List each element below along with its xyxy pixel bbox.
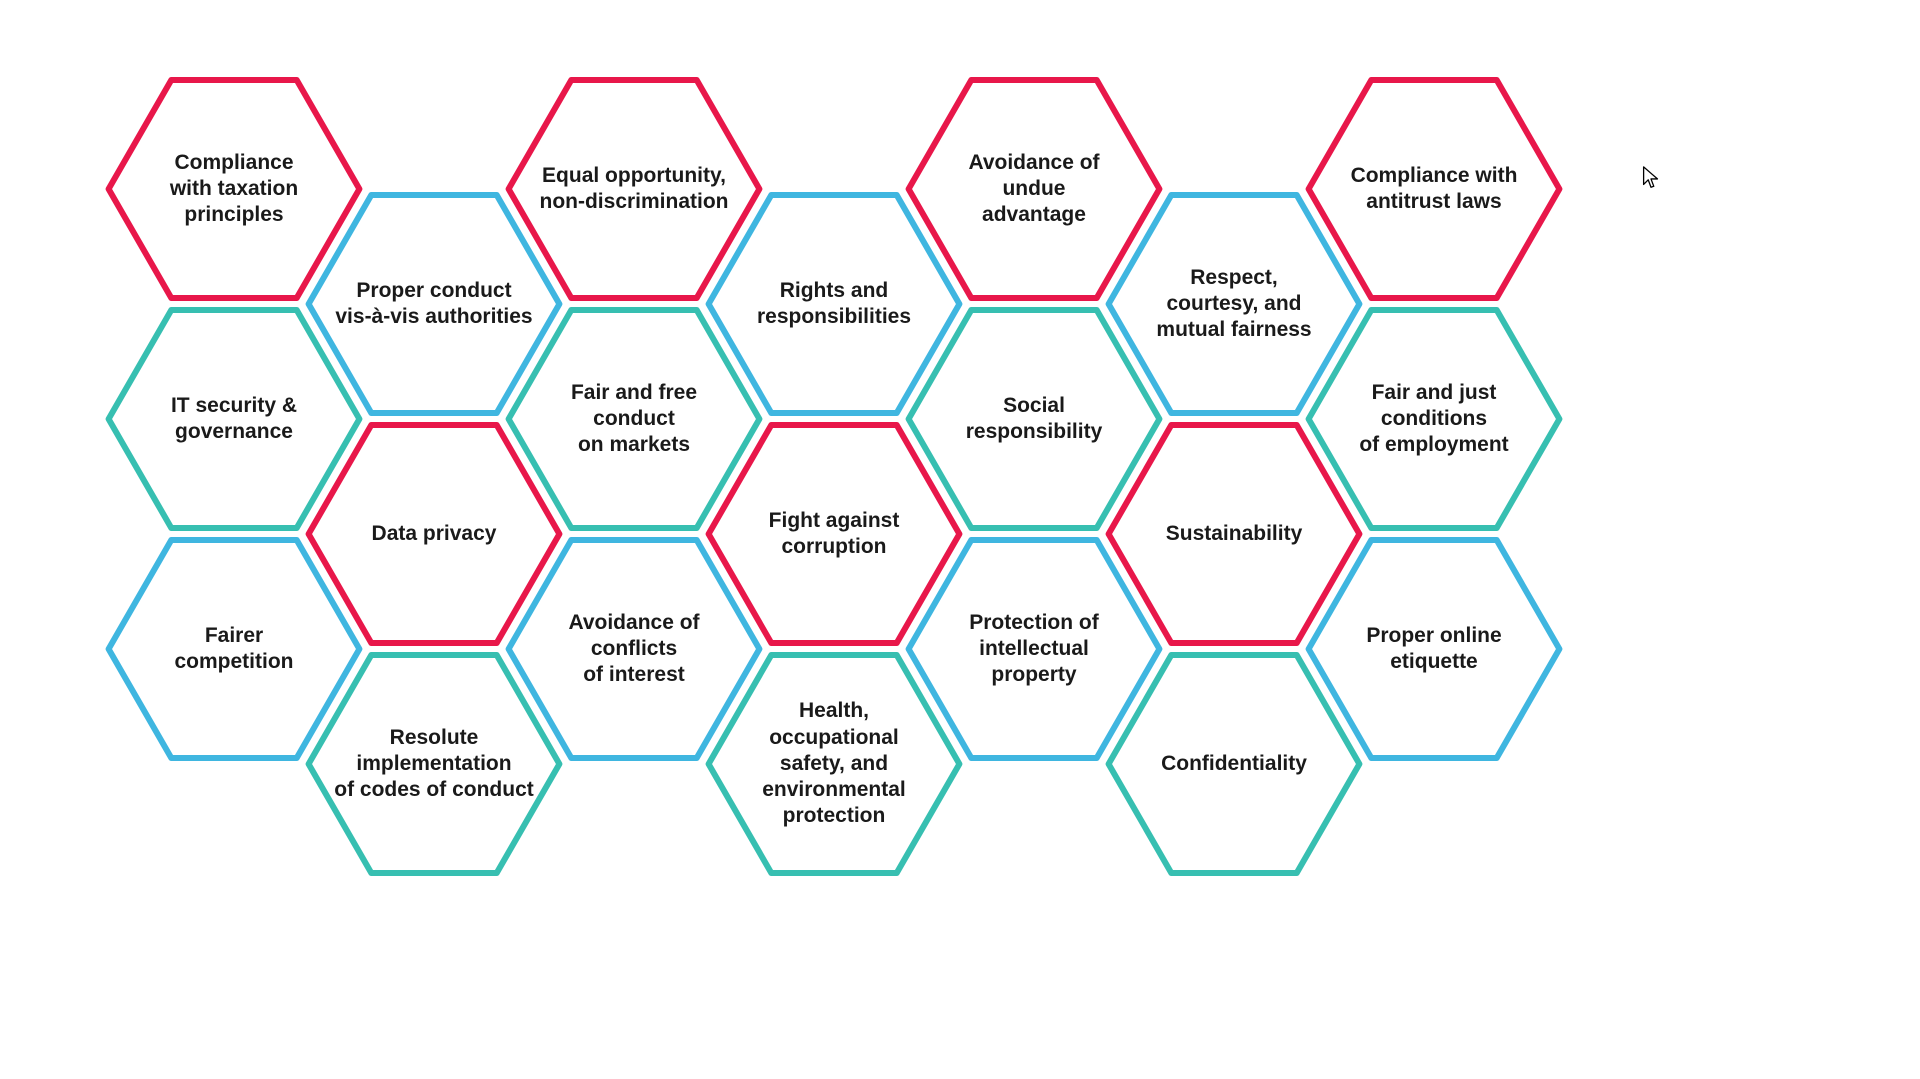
hexagon-diagram: Compliance with taxation principlesIT se… [0, 0, 1920, 1079]
hexagon-label: Fair and just conditions of employment [1304, 306, 1564, 532]
cursor-icon [1642, 166, 1660, 190]
hexagon-fair-just-employment: Fair and just conditions of employment [1304, 306, 1564, 532]
hexagon-label: Proper online etiquette [1304, 536, 1564, 762]
hexagon-compliance-antitrust: Compliance with antitrust laws [1304, 76, 1564, 302]
hexagon-proper-online-etiquette: Proper online etiquette [1304, 536, 1564, 762]
hexagon-label: Compliance with antitrust laws [1304, 76, 1564, 302]
